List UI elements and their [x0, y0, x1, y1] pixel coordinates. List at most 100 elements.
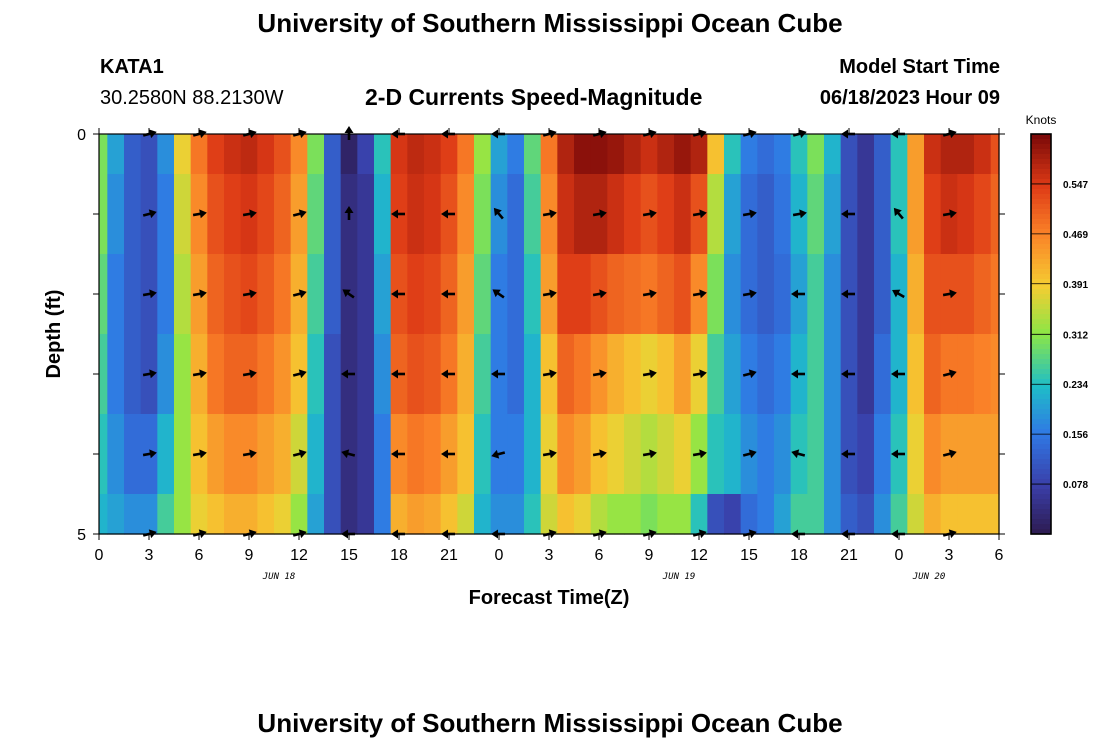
heatmap-cell	[324, 494, 342, 535]
colorbar-tick-label: 0.469	[1063, 230, 1088, 241]
heatmap-cell	[624, 494, 642, 535]
page-title: University of Southern Mississippi Ocean…	[257, 8, 843, 38]
x-tick-label: 3	[145, 547, 154, 564]
heatmap-cell	[474, 134, 492, 175]
x-tick-label: 9	[645, 547, 654, 564]
heatmap-cell	[974, 494, 992, 535]
colorbar-band	[1031, 324, 1051, 330]
colorbar-band	[1031, 354, 1051, 360]
heatmap-cell	[440, 134, 458, 175]
colorbar-band	[1031, 264, 1051, 270]
heatmap-cell	[924, 414, 942, 495]
current-arrow	[242, 209, 257, 219]
current-arrow	[791, 369, 805, 379]
heatmap-cell	[907, 414, 925, 495]
heatmap-cell	[157, 174, 175, 255]
heatmap-cell	[540, 494, 558, 535]
colorbar-band	[1031, 504, 1051, 510]
current-arrow	[592, 449, 607, 459]
colorbar-band	[1031, 179, 1051, 185]
heatmap-cell	[907, 494, 925, 535]
colorbar-band	[1031, 274, 1051, 280]
heatmap-cell	[307, 174, 325, 255]
heatmap-cell	[757, 334, 775, 415]
heatmap-cell	[457, 494, 475, 535]
colorbar-band	[1031, 269, 1051, 275]
current-arrow	[341, 449, 356, 459]
heatmap-cell	[207, 174, 225, 255]
heatmap-cell	[924, 174, 942, 255]
colorbar-band	[1031, 299, 1051, 305]
heatmap-cell	[824, 134, 842, 175]
heatmap-cell	[724, 134, 742, 175]
colorbar-tick-label: 0.234	[1063, 380, 1088, 391]
heatmap-cell	[474, 174, 492, 255]
heatmap-cell	[524, 494, 542, 535]
heatmap-cell	[457, 254, 475, 335]
colorbar-band	[1031, 469, 1051, 475]
x-tick-label: 18	[790, 547, 808, 564]
heatmap-cell	[107, 334, 125, 415]
current-arrow	[592, 209, 607, 219]
current-arrow	[441, 209, 455, 219]
heatmap-cell	[257, 174, 275, 255]
current-arrow	[242, 289, 257, 299]
current-arrow	[891, 449, 905, 459]
heatmap-cell	[974, 134, 992, 175]
heatmap-cell	[224, 334, 242, 415]
current-arrow	[893, 207, 904, 220]
colorbar-band	[1031, 229, 1051, 235]
heatmap-cell	[390, 134, 408, 175]
colorbar-band	[1031, 369, 1051, 375]
heatmap-cell	[707, 414, 725, 495]
colorbar-band	[1031, 224, 1051, 230]
heatmap-cell	[490, 134, 508, 175]
heatmap-cell	[99, 414, 108, 495]
colorbar-band	[1031, 169, 1051, 175]
colorbar-band	[1031, 519, 1051, 525]
heatmap-cell	[424, 334, 442, 415]
colorbar-band	[1031, 254, 1051, 260]
heatmap-cell	[824, 254, 842, 335]
colorbar-band	[1031, 174, 1051, 180]
heatmap-cell	[190, 134, 208, 175]
current-arrow	[391, 449, 405, 459]
heatmap-cell	[207, 494, 225, 535]
colorbar-band	[1031, 439, 1051, 445]
heatmap-cell	[707, 254, 725, 335]
heatmap-cell	[974, 174, 992, 255]
colorbar-band	[1031, 164, 1051, 170]
x-tick-label: 15	[740, 547, 758, 564]
x-tick-label: 6	[995, 547, 1004, 564]
current-arrow	[391, 289, 405, 299]
colorbar-band	[1031, 449, 1051, 455]
x-axis: 0 3 6 9 12 15 18 21 0 3 6 9 12 15 18 21 0 3 6 JUN 18 JUN 19 J…	[95, 128, 1004, 582]
colorbar-band	[1031, 289, 1051, 295]
heatmap-cell	[357, 414, 375, 495]
heatmap-cell	[107, 174, 125, 255]
colorbar-band	[1031, 489, 1051, 495]
y-axis-label: Depth (ft)	[43, 290, 65, 379]
x-tick-label: 6	[595, 547, 604, 564]
heatmap-cell	[324, 134, 342, 175]
heatmap-cell	[607, 134, 625, 175]
current-arrow	[192, 449, 207, 459]
heatmap-cell	[974, 334, 992, 415]
heatmap-cell	[174, 174, 192, 255]
current-arrow	[344, 206, 354, 220]
x-tick-label: 9	[245, 547, 254, 564]
heatmap-cell	[624, 334, 642, 415]
heatmap-cell	[657, 414, 675, 495]
heatmap-cell	[974, 254, 992, 335]
colorbar-band	[1031, 414, 1051, 420]
heatmap-cell	[257, 494, 275, 535]
heatmap-cell	[357, 254, 375, 335]
heatmap-cell	[324, 414, 342, 495]
heatmap-cell	[957, 494, 975, 535]
heatmap-cell	[474, 414, 492, 495]
heatmap-cell	[907, 174, 925, 255]
heatmap-cell	[207, 134, 225, 175]
colorbar-unit: Knots	[1026, 113, 1057, 127]
heatmap-cell	[107, 494, 125, 535]
current-arrow	[642, 289, 657, 299]
